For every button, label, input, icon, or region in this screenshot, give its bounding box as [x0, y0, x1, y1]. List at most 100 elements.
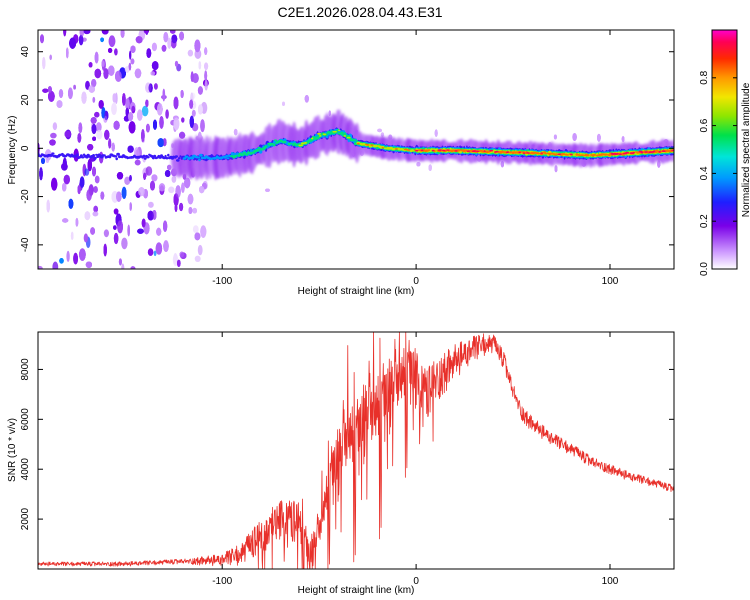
ridge-blob	[167, 153, 170, 157]
noise-speck	[162, 88, 166, 102]
ridge-blob	[176, 159, 180, 162]
spectrogram-content	[38, 30, 674, 269]
noise-speck	[52, 122, 58, 131]
ridge-blob	[318, 135, 322, 137]
colorbar-label: Normalized spectral amplitude	[741, 82, 750, 217]
ridge-blob	[374, 144, 378, 148]
ridge-blob	[76, 153, 79, 157]
ridge-blob	[658, 151, 661, 153]
noise-speck	[145, 99, 149, 108]
snr-y-tick-label: 6000	[20, 408, 31, 431]
noise-speck	[128, 121, 136, 134]
noise-speck	[189, 115, 194, 128]
ridge-blob	[165, 157, 169, 160]
noise-speck	[129, 175, 132, 182]
snr-x-tick-label: 0	[413, 576, 419, 587]
noise-speck	[167, 37, 172, 49]
ridge-blob	[96, 155, 100, 158]
ridge-blob	[442, 149, 446, 152]
ridge-blob	[346, 136, 351, 139]
noise-speck	[125, 98, 130, 110]
noise-speck	[116, 191, 122, 202]
noise-speck	[173, 117, 180, 131]
noise-speck	[42, 57, 46, 70]
noise-speck	[304, 95, 309, 103]
snr-y-tick-label: 4000	[20, 458, 31, 481]
noise-speck	[164, 170, 171, 177]
ridge-blob	[632, 151, 636, 154]
noise-speck	[192, 225, 199, 234]
spectrogram-ridge	[38, 127, 674, 162]
ridge-blob	[489, 149, 494, 152]
noise-speck	[61, 182, 67, 192]
noise-speck	[79, 176, 85, 188]
noise-speck	[194, 232, 201, 241]
noise-speck	[129, 50, 132, 60]
noise-speck	[171, 175, 177, 183]
noise-speck	[64, 130, 72, 138]
noise-speck	[88, 62, 93, 68]
noise-speck	[130, 45, 136, 53]
noise-speck	[554, 165, 558, 173]
noise-speck	[145, 166, 153, 176]
noise-speck	[165, 109, 169, 119]
ridge-blob	[580, 154, 585, 157]
noise-speck	[621, 136, 625, 142]
noise-speck	[179, 131, 186, 139]
noise-speck	[113, 208, 119, 215]
noise-speck	[192, 73, 199, 84]
spectrogram-panel: -100 0 100 -40 -20 0 20 40 Height of straight l…	[7, 29, 675, 297]
ridge-blob	[93, 156, 97, 160]
noise-speck	[200, 225, 207, 238]
noise-speck	[180, 252, 187, 259]
noise-speck	[122, 93, 126, 106]
noise-speck	[87, 159, 93, 172]
noise-speck	[137, 109, 143, 121]
noise-speck	[129, 202, 132, 211]
noise-speck	[92, 96, 96, 103]
ridge-blob	[262, 146, 267, 149]
ridge-blob	[671, 149, 674, 152]
noise-speck	[101, 60, 105, 67]
noise-speck	[168, 186, 175, 194]
ridge-blob	[225, 154, 229, 158]
noise-speck	[85, 80, 90, 90]
noise-speck	[265, 188, 270, 192]
ridge-blob	[50, 154, 54, 157]
noise-speck	[163, 31, 169, 43]
ridge-blob	[317, 132, 321, 135]
ridge-blob	[108, 155, 112, 159]
noise-speck	[92, 166, 96, 177]
noise-speck	[75, 217, 79, 227]
noise-speck	[49, 54, 52, 61]
snr-y-tick-label: 2000	[20, 508, 31, 531]
noise-speck	[188, 207, 193, 214]
noise-speck	[116, 172, 124, 180]
ridge-blob	[234, 154, 238, 157]
ridge-blob	[85, 155, 89, 159]
ridge-blob	[500, 150, 505, 153]
noise-speck	[500, 160, 504, 168]
noise-speck	[113, 120, 120, 130]
noise-speck	[174, 60, 179, 67]
noise-speck	[63, 30, 67, 37]
ridge-blob	[522, 152, 526, 154]
noise-speck	[155, 242, 163, 255]
noise-speck	[39, 167, 43, 181]
noise-speck	[111, 102, 117, 115]
noise-speck	[87, 144, 94, 151]
noise-speck	[100, 37, 104, 43]
noise-speck	[150, 180, 155, 191]
ridge-blob	[607, 153, 611, 157]
snr-panel: -100 0 100 2000 4000 6000 8000 Height of strai…	[7, 331, 675, 596]
noise-speck	[73, 252, 78, 265]
ridge-blob	[616, 152, 619, 155]
ridge-blob	[177, 157, 181, 160]
ridge-blob	[653, 150, 656, 152]
noise-speck	[134, 68, 142, 79]
snr-y-tick-label: 8000	[20, 358, 31, 381]
noise-speck	[94, 175, 100, 184]
noise-speck	[94, 68, 102, 79]
noise-speck	[108, 138, 112, 149]
noise-speck	[147, 248, 154, 256]
